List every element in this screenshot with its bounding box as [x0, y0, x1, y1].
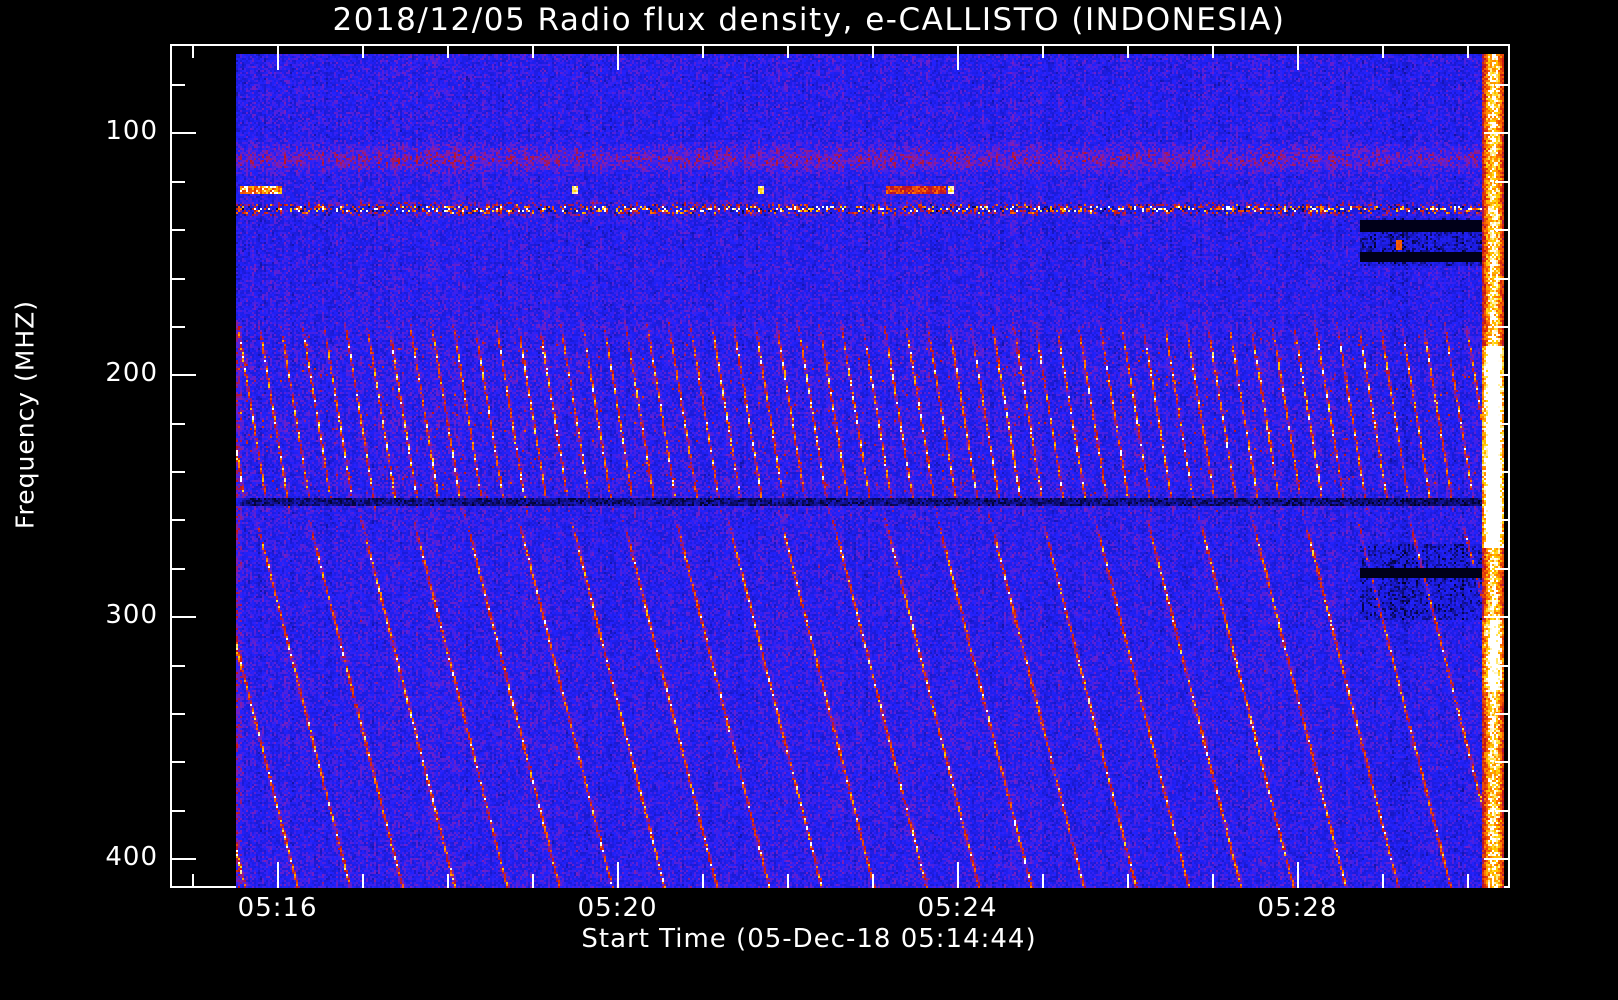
y-axis-tick-label: 200 — [105, 358, 158, 389]
y-axis-minor-tick — [170, 84, 185, 87]
spectrogram-image — [236, 54, 1504, 888]
y-axis-minor-tick — [170, 180, 185, 183]
x-axis-minor-tick-top — [1466, 44, 1469, 58]
y-axis-minor-tick — [170, 471, 185, 474]
x-axis-minor-tick — [786, 874, 789, 888]
y-axis-minor-tick — [170, 712, 185, 715]
x-axis-tick-label: 05:28 — [1257, 893, 1338, 923]
x-axis-minor-tick — [446, 874, 449, 888]
y-axis-minor-tick-right — [1495, 422, 1510, 425]
y-axis-minor-tick-right — [1495, 229, 1510, 232]
y-axis-minor-tick-right — [1495, 519, 1510, 522]
y-axis-minor-tick-right — [1495, 761, 1510, 764]
x-axis-minor-tick-top — [361, 44, 364, 58]
x-axis-minor-tick — [191, 874, 194, 888]
y-axis-tick-label: 400 — [105, 841, 158, 872]
x-axis-minor-tick-top — [701, 44, 704, 58]
y-axis-minor-tick-right — [1495, 277, 1510, 280]
x-axis-tick-label: 05:16 — [237, 893, 318, 923]
x-axis-minor-tick — [871, 874, 874, 888]
y-axis-minor-tick — [170, 422, 185, 425]
y-axis-major-tick-right — [1484, 132, 1510, 135]
x-axis-major-tick-top — [616, 44, 619, 70]
y-axis-tick-label: 300 — [105, 600, 158, 631]
y-axis-major-tick-right — [1484, 374, 1510, 377]
y-axis-minor-tick-right — [1495, 664, 1510, 667]
x-axis-minor-tick-top — [446, 44, 449, 58]
x-axis-minor-tick — [1381, 874, 1384, 888]
x-axis-major-tick-top — [276, 44, 279, 70]
x-axis-tick-label: 05:20 — [577, 893, 658, 923]
x-axis-minor-tick-top — [786, 44, 789, 58]
x-axis-major-tick — [276, 862, 279, 888]
x-axis-major-tick — [1296, 862, 1299, 888]
x-axis-minor-tick — [361, 874, 364, 888]
spectrogram-canvas — [236, 54, 1504, 888]
y-axis-minor-tick-right — [1495, 84, 1510, 87]
y-axis-minor-tick-right — [1495, 809, 1510, 812]
x-axis-major-tick — [616, 862, 619, 888]
y-axis-minor-tick — [170, 277, 185, 280]
x-axis-major-tick-top — [956, 44, 959, 70]
y-axis-tick-label: 100 — [105, 116, 158, 147]
x-axis-minor-tick-top — [1211, 44, 1214, 58]
x-axis-minor-tick-top — [531, 44, 534, 58]
y-axis-minor-tick — [170, 567, 185, 570]
x-axis-minor-tick-top — [1126, 44, 1129, 58]
y-axis-minor-tick-right — [1495, 325, 1510, 328]
y-axis-major-tick — [170, 857, 196, 860]
x-axis-minor-tick — [701, 874, 704, 888]
x-axis-minor-tick — [1126, 874, 1129, 888]
y-axis-minor-tick — [170, 809, 185, 812]
y-axis-minor-tick-right — [1495, 567, 1510, 570]
x-axis-title: Start Time (05-Dec-18 05:14:44) — [581, 924, 1037, 954]
y-axis-major-tick — [170, 374, 196, 377]
y-axis-minor-tick-right — [1495, 471, 1510, 474]
y-axis-minor-tick — [170, 761, 185, 764]
x-axis-minor-tick — [1041, 874, 1044, 888]
y-axis-minor-tick — [170, 229, 185, 232]
x-axis-minor-tick-top — [1381, 44, 1384, 58]
x-axis-minor-tick — [531, 874, 534, 888]
x-axis-minor-tick-top — [1041, 44, 1044, 58]
x-axis-minor-tick — [1466, 874, 1469, 888]
y-axis-minor-tick-right — [1495, 712, 1510, 715]
y-axis-major-tick — [170, 132, 196, 135]
y-axis-minor-tick — [170, 519, 185, 522]
y-axis-major-tick-right — [1484, 857, 1510, 860]
y-axis-minor-tick — [170, 325, 185, 328]
page-title: 2018/12/05 Radio flux density, e-CALLIST… — [332, 2, 1286, 38]
x-axis-major-tick — [956, 862, 959, 888]
x-axis-tick-label: 05:24 — [917, 893, 998, 923]
x-axis-minor-tick-top — [871, 44, 874, 58]
x-axis-major-tick-top — [1296, 44, 1299, 70]
y-axis-minor-tick-right — [1495, 180, 1510, 183]
y-axis-title: Frequency (MHZ) — [10, 299, 40, 530]
y-axis-minor-tick — [170, 664, 185, 667]
y-axis-major-tick — [170, 616, 196, 619]
y-axis-major-tick-right — [1484, 616, 1510, 619]
x-axis-minor-tick-top — [191, 44, 194, 58]
x-axis-minor-tick — [1211, 874, 1214, 888]
